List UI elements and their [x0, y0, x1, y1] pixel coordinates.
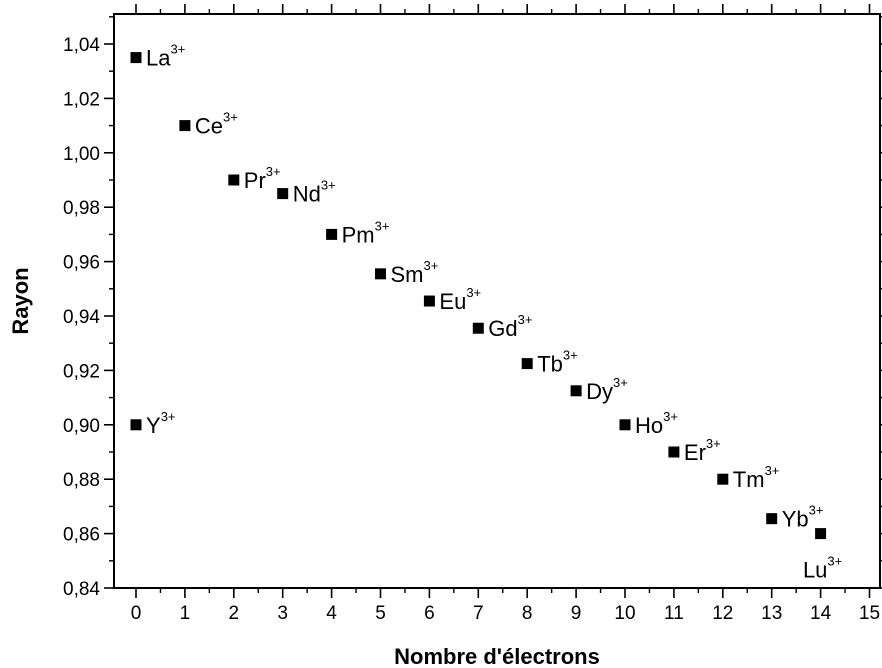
point-label-Ce: Ce3+ — [195, 110, 238, 139]
point-Pm — [326, 228, 338, 240]
y-tick-label: 0,86 — [63, 525, 100, 546]
plot-frame — [113, 13, 881, 589]
x-tick-label: 14 — [810, 603, 832, 624]
point-Sm — [375, 268, 386, 280]
point-Tb — [521, 358, 533, 370]
point-Lu — [815, 528, 827, 540]
x-tick-label: 9 — [571, 603, 582, 624]
point-label-Pr: Pr3+ — [244, 164, 281, 193]
point-Er — [668, 446, 680, 458]
point-Pr — [228, 174, 240, 186]
point-Nd — [277, 188, 289, 200]
x-tick-label: 8 — [522, 603, 533, 624]
point-Y — [130, 419, 142, 431]
y-tick-label: 1,04 — [63, 35, 100, 56]
axis-tick-labels: 0 1 2 3 4 5 6 7 8 9 10 11 12 13 14 150,840,860,880,900,… — [63, 35, 880, 624]
point-Ho — [619, 419, 631, 431]
x-tick-label: 11 — [664, 603, 684, 624]
y-tick-label: 1,02 — [63, 89, 100, 110]
point-Eu — [423, 295, 435, 307]
point-label-Dy: Dy3+ — [586, 375, 628, 404]
point-La — [130, 52, 142, 64]
x-tick-label: 6 — [424, 603, 435, 624]
point-label-Tb: Tb3+ — [537, 348, 578, 377]
x-axis-title: Nombre d'électrons — [394, 644, 600, 668]
y-tick-label: 0,90 — [63, 416, 100, 437]
point-label-La: La3+ — [146, 42, 185, 71]
x-tick-label: 4 — [326, 603, 337, 624]
point-label-Yb: Yb3+ — [782, 503, 824, 532]
point-label-Tm: Tm3+ — [733, 463, 780, 492]
y-tick-label: 0,94 — [63, 307, 100, 328]
point-label-Y: Y3+ — [146, 409, 176, 438]
y-tick-label: 0,84 — [63, 579, 100, 600]
point-label-Gd: Gd3+ — [488, 312, 532, 341]
data-points — [130, 52, 827, 540]
x-tick-label: 10 — [614, 603, 635, 624]
x-tick-label: 2 — [229, 603, 240, 624]
x-tick-label: 3 — [277, 603, 288, 624]
x-tick-label: 15 — [859, 603, 880, 624]
x-tick-label: 12 — [712, 603, 733, 624]
x-tick-label: 5 — [375, 603, 386, 624]
point-label-Nd: Nd3+ — [293, 178, 336, 207]
x-tick-label: 13 — [761, 603, 782, 624]
point-Tm — [717, 473, 729, 485]
point-Ce — [179, 120, 191, 132]
point-label-Ho: Ho3+ — [635, 409, 678, 438]
point-label-Sm: Sm3+ — [391, 258, 439, 287]
x-tick-label: 0 — [131, 603, 142, 624]
y-tick-label: 0,92 — [63, 361, 100, 382]
point-label-Pm: Pm3+ — [342, 218, 390, 247]
y-tick-label: 0,98 — [63, 198, 100, 219]
data-point-labels: La3+ Ce3+Pr3+ Nd3+Pm3+Sm3+Eu3+Gd3+Tb3+ Dy3+… — [146, 42, 842, 583]
y-axis-title: Rayon — [8, 267, 33, 334]
axis-ticks — [104, 4, 882, 598]
point-label-Eu: Eu3+ — [439, 285, 481, 314]
point-Gd — [472, 322, 484, 334]
point-label-Lu: Lu3+ — [803, 554, 842, 583]
x-tick-label: 1 — [180, 603, 191, 624]
x-tick-label: 7 — [473, 603, 484, 624]
y-tick-label: 0,96 — [63, 253, 100, 274]
y-tick-label: 1,00 — [63, 144, 100, 165]
y-tick-label: 0,88 — [63, 470, 100, 491]
point-Yb — [766, 513, 778, 525]
point-Dy — [570, 385, 582, 397]
point-label-Er: Er3+ — [684, 436, 721, 465]
